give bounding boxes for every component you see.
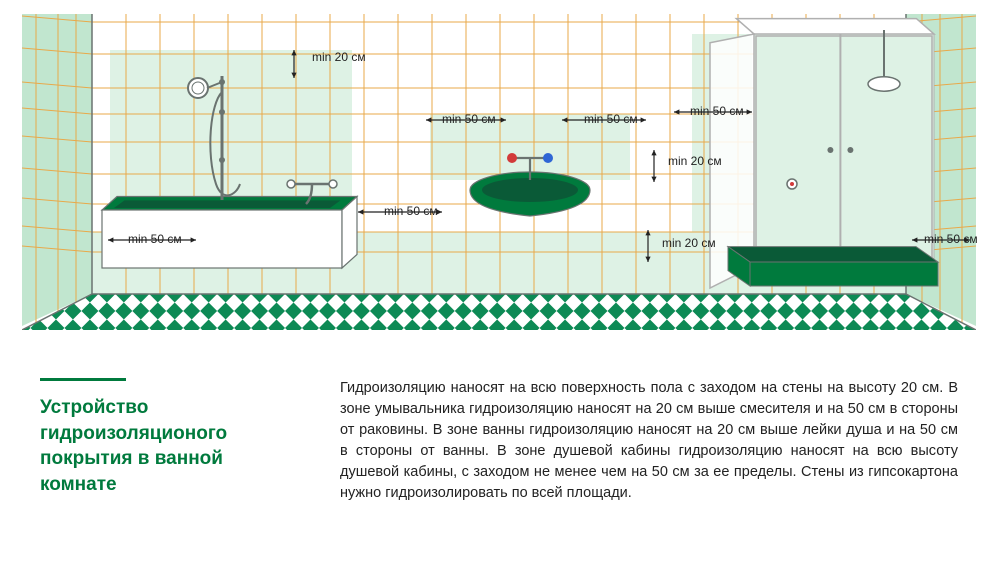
text-block: Устройство гидроизоляционого покрытия в … [40,378,958,504]
heading-line: комнате [40,472,300,498]
body-text: Гидроизоляцию наносят на всю поверхность… [340,378,958,504]
heading-rule [40,378,126,381]
heading-line: Устройство [40,395,300,421]
page: min 20 см min 50 см min 50 см min 50 см … [0,0,998,568]
bathroom-diagram: min 20 см min 50 см min 50 см min 50 см … [22,14,976,330]
heading: Устройство гидроизоляционого покрытия в … [40,378,300,504]
heading-line: покрытия в ванной [40,446,300,472]
heading-line: гидроизоляционого [40,421,300,447]
